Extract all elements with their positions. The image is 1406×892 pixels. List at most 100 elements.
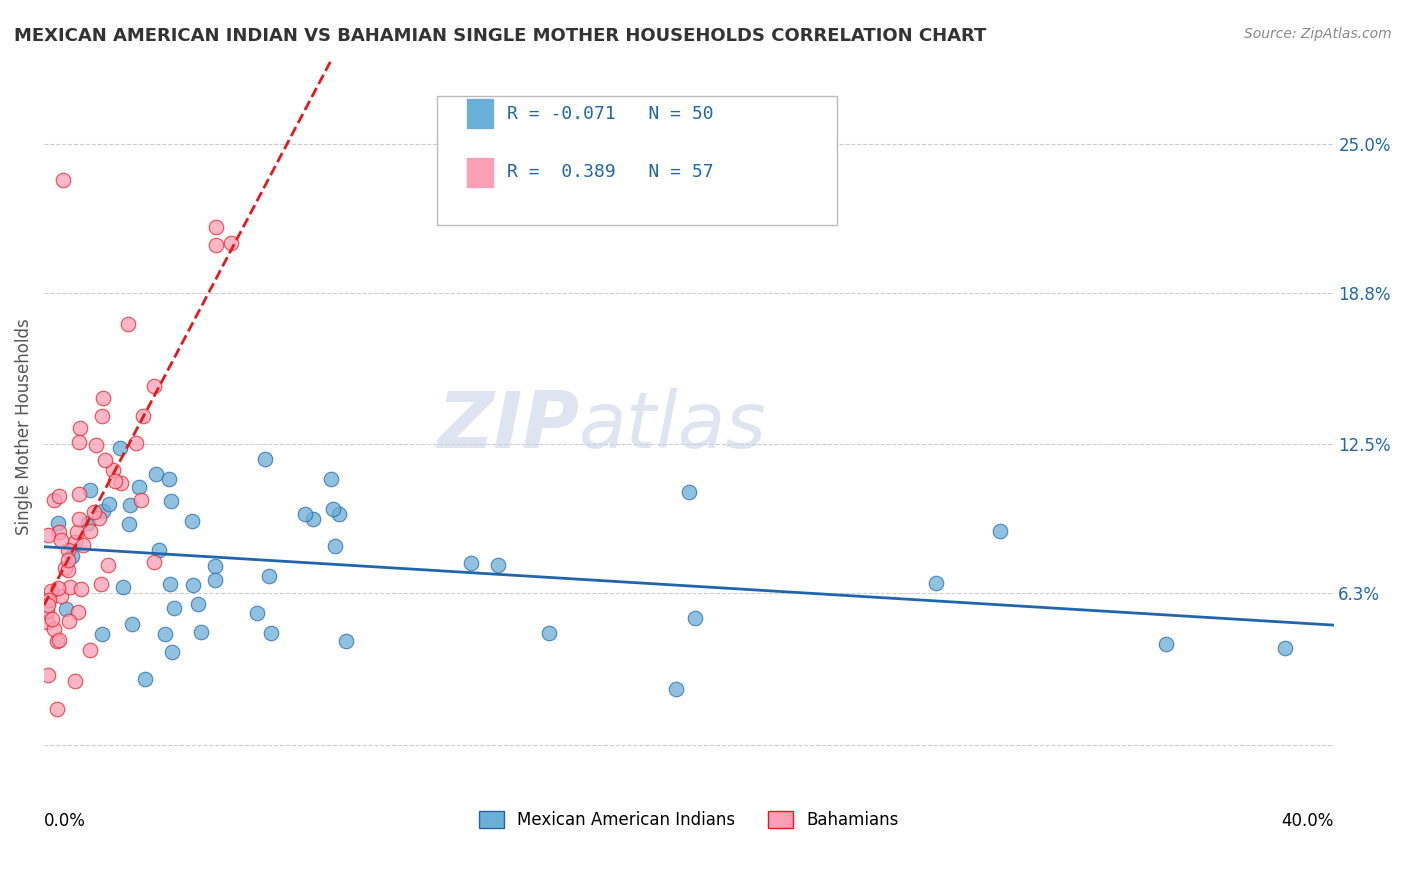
Point [160, 493, 183, 508]
Text: R =  0.389   N = 57: R = 0.389 N = 57 [508, 163, 714, 181]
Point [37, 599, 59, 613]
Point [111, 581, 134, 595]
Point [60, 549, 83, 564]
Point [157, 472, 180, 486]
Point [58, 553, 80, 567]
Text: MEXICAN AMERICAN INDIAN VS BAHAMIAN SINGLE MOTHER HOUSEHOLDS CORRELATION CHART: MEXICAN AMERICAN INDIAN VS BAHAMIAN SING… [14, 27, 987, 45]
Point [665, 682, 688, 697]
Point [260, 625, 283, 640]
Y-axis label: Single Mother Households: Single Mother Households [15, 318, 32, 534]
Point [117, 317, 139, 331]
Text: Source: ZipAtlas.com: Source: ZipAtlas.com [1244, 27, 1392, 41]
Point [45, 634, 67, 648]
Text: atlas: atlas [579, 388, 768, 464]
Point [328, 508, 350, 522]
Point [52, 173, 75, 187]
Point [460, 557, 482, 571]
Point [46, 701, 69, 715]
Point [94, 453, 117, 467]
Point [58, 563, 80, 577]
Point [37, 604, 59, 618]
Point [56, 543, 79, 558]
Point [91, 627, 114, 641]
Point [67, 486, 90, 500]
Point [42, 493, 65, 508]
Point [67, 434, 90, 449]
Point [163, 601, 186, 615]
Point [38, 593, 60, 607]
Point [42, 622, 65, 636]
Point [89, 511, 111, 525]
Point [69, 582, 91, 596]
Point [204, 574, 226, 588]
Point [678, 485, 700, 500]
Point [66, 524, 89, 539]
Point [79, 643, 101, 657]
Point [97, 558, 120, 573]
Point [72, 537, 94, 551]
Point [159, 576, 181, 591]
Point [257, 569, 280, 583]
Point [63, 535, 86, 549]
Point [91, 503, 114, 517]
Point [1154, 637, 1177, 651]
Point [46, 516, 69, 530]
Point [924, 575, 946, 590]
Point [134, 672, 156, 686]
Point [37, 615, 59, 629]
Point [538, 626, 561, 640]
Text: 0.0%: 0.0% [44, 812, 86, 830]
Point [46, 581, 69, 595]
Point [143, 378, 166, 392]
Point [63, 673, 86, 688]
Point [1274, 641, 1296, 656]
Legend: Mexican American Indians, Bahamians: Mexican American Indians, Bahamians [472, 804, 905, 836]
Point [110, 476, 132, 491]
Point [187, 597, 209, 611]
Point [91, 409, 114, 424]
Point [302, 511, 325, 525]
Point [205, 220, 228, 235]
Point [79, 524, 101, 538]
Point [79, 483, 101, 498]
Point [294, 507, 316, 521]
Point [322, 502, 344, 516]
Point [48, 632, 70, 647]
Point [84, 437, 107, 451]
Point [253, 451, 276, 466]
Point [205, 238, 228, 252]
Point [41, 612, 63, 626]
Point [117, 516, 139, 531]
Point [69, 420, 91, 434]
Point [90, 577, 112, 591]
Point [132, 409, 155, 423]
Point [108, 441, 131, 455]
Point [104, 475, 127, 489]
Point [323, 539, 346, 553]
Point [121, 617, 143, 632]
Point [48, 489, 70, 503]
Point [162, 645, 184, 659]
Point [55, 602, 77, 616]
Point [988, 524, 1011, 539]
FancyBboxPatch shape [465, 157, 494, 188]
Point [76, 516, 98, 530]
Point [83, 505, 105, 519]
Point [125, 435, 148, 450]
Point [683, 610, 706, 624]
Point [319, 471, 342, 485]
Point [143, 555, 166, 569]
Point [153, 627, 176, 641]
Point [128, 480, 150, 494]
Point [148, 543, 170, 558]
Point [59, 580, 82, 594]
FancyBboxPatch shape [437, 96, 837, 225]
Text: ZIP: ZIP [437, 388, 579, 464]
Point [48, 525, 70, 540]
Point [67, 512, 90, 526]
Point [91, 392, 114, 406]
Point [120, 499, 142, 513]
Point [37, 668, 59, 682]
Text: R = -0.071   N = 50: R = -0.071 N = 50 [508, 105, 714, 123]
Point [51, 589, 73, 603]
